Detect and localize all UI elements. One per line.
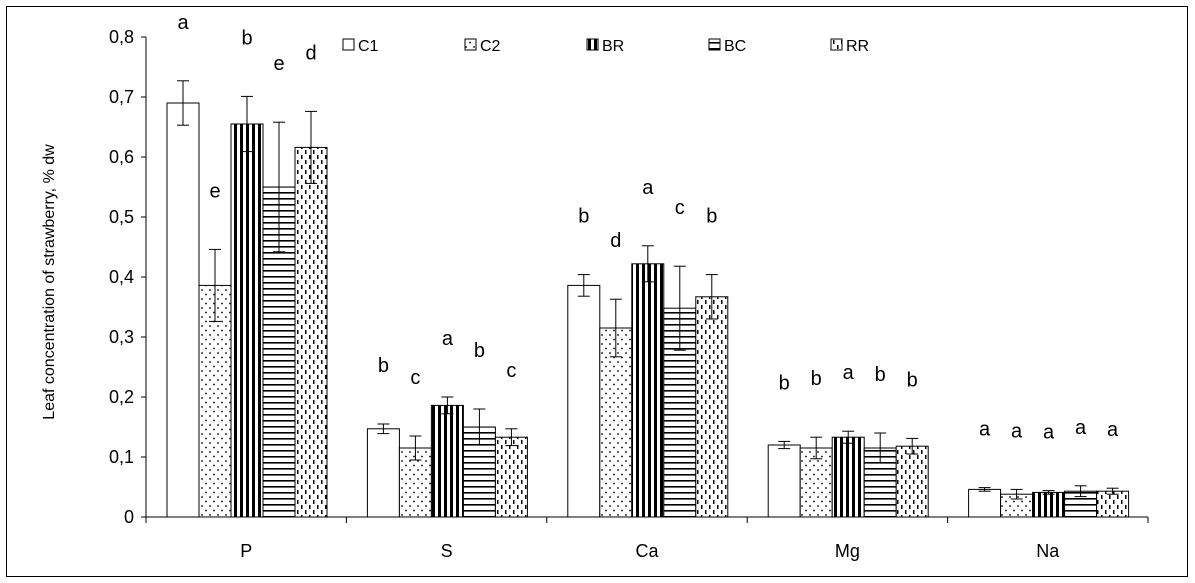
significance-letter: e xyxy=(209,180,220,202)
x-tick-label: Mg xyxy=(835,541,860,561)
x-tick-label: Na xyxy=(1036,541,1060,561)
bar-rr xyxy=(695,296,729,518)
bar-br xyxy=(430,404,464,518)
significance-letter: c xyxy=(675,197,685,219)
bar-c1 xyxy=(366,428,400,518)
legend-swatch-rr xyxy=(830,38,843,51)
significance-letter: b xyxy=(779,372,790,394)
significance-letter: a xyxy=(1043,422,1055,444)
significance-letter: b xyxy=(241,27,252,49)
bar-rr xyxy=(494,436,528,518)
y-tick-label: 0,2 xyxy=(109,387,134,407)
significance-letter: b xyxy=(706,206,717,228)
y-tick-label: 0,6 xyxy=(109,147,134,167)
significance-letter: b xyxy=(811,368,822,390)
legend-label-c2: C2 xyxy=(480,38,501,55)
bar-rr xyxy=(294,146,328,518)
legend: C1 C2 BR BC RR xyxy=(342,38,869,55)
y-tick-label: 0,4 xyxy=(109,267,134,287)
bar-br xyxy=(230,123,264,518)
bar-c1 xyxy=(567,284,601,518)
y-tick-label: 0,8 xyxy=(109,27,134,47)
y-axis-label: Leaf concentration of strawberry, % dw xyxy=(41,144,58,420)
chart-frame xyxy=(6,6,1188,577)
x-tick-label: S xyxy=(441,541,453,561)
significance-letter: d xyxy=(305,42,316,64)
bar-c2 xyxy=(198,284,232,518)
legend-label-c1: C1 xyxy=(358,38,379,55)
significance-letter: a xyxy=(979,419,991,441)
y-tick-label: 0,5 xyxy=(109,207,134,227)
significance-letter: b xyxy=(578,206,589,228)
y-tick-label: 0,3 xyxy=(109,327,134,347)
bar-c2 xyxy=(799,447,833,518)
legend-label-bc: BC xyxy=(724,38,746,55)
legend-swatch-c2 xyxy=(464,38,477,51)
bar-bc xyxy=(1064,490,1098,518)
significance-letter: a xyxy=(1107,419,1119,441)
legend-label-rr: RR xyxy=(846,38,869,55)
significance-letter: b xyxy=(875,364,886,386)
significance-letter: c xyxy=(410,367,420,389)
legend-swatch-c1 xyxy=(342,38,355,51)
bar-br xyxy=(631,263,665,518)
significance-letter: d xyxy=(610,230,621,252)
significance-letter: a xyxy=(642,177,654,199)
bar-br xyxy=(1032,491,1066,518)
legend-swatch-br xyxy=(586,38,599,51)
significance-letter: a xyxy=(177,12,189,34)
legend-label-br: BR xyxy=(602,38,624,55)
y-tick-label: 0,1 xyxy=(109,447,134,467)
significance-letter: a xyxy=(1075,417,1087,439)
legend-swatch-bc xyxy=(708,38,721,51)
significance-letter: b xyxy=(474,340,485,362)
significance-letter: a xyxy=(843,362,855,384)
significance-letter: a xyxy=(442,328,454,350)
bar-c1 xyxy=(968,488,1002,518)
y-tick-label: 0,7 xyxy=(109,87,134,107)
significance-letter: c xyxy=(506,360,516,382)
bar-rr xyxy=(1096,490,1130,518)
bar-br xyxy=(831,436,865,518)
significance-letter: b xyxy=(907,369,918,391)
bar-c1 xyxy=(166,102,200,518)
y-tick-label: 0 xyxy=(124,507,134,527)
x-tick-label: P xyxy=(240,541,252,561)
significance-letter: b xyxy=(378,355,389,377)
x-tick-label: Ca xyxy=(635,541,659,561)
significance-letter: a xyxy=(1011,420,1023,442)
significance-letter: e xyxy=(273,53,284,75)
bar-rr xyxy=(895,445,929,518)
bar-c1 xyxy=(767,444,801,518)
